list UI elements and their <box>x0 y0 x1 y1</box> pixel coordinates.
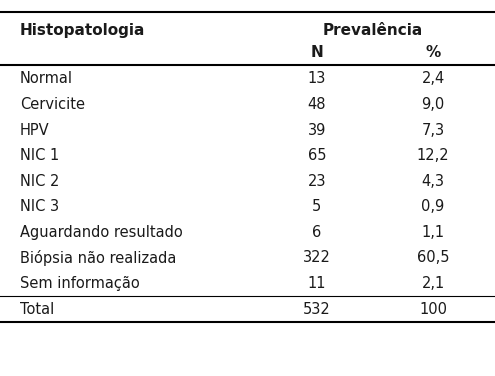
Text: %: % <box>426 45 441 60</box>
Text: 12,2: 12,2 <box>417 148 449 163</box>
Text: NIC 3: NIC 3 <box>20 199 59 214</box>
Text: 1,1: 1,1 <box>422 225 445 240</box>
Text: 7,3: 7,3 <box>422 123 445 138</box>
Text: 5: 5 <box>312 199 321 214</box>
Text: 23: 23 <box>307 174 326 189</box>
Text: 0,9: 0,9 <box>422 199 445 214</box>
Text: Normal: Normal <box>20 71 73 86</box>
Text: NIC 2: NIC 2 <box>20 174 59 189</box>
Text: 6: 6 <box>312 225 321 240</box>
Text: 2,1: 2,1 <box>422 276 445 291</box>
Text: Cervicite: Cervicite <box>20 97 85 112</box>
Text: 4,3: 4,3 <box>422 174 445 189</box>
Text: Histopatologia: Histopatologia <box>20 23 145 38</box>
Text: 100: 100 <box>419 302 447 317</box>
Text: 48: 48 <box>307 97 326 112</box>
Text: Sem informação: Sem informação <box>20 276 140 291</box>
Text: 2,4: 2,4 <box>422 71 445 86</box>
Text: N: N <box>310 45 323 60</box>
Text: 39: 39 <box>307 123 326 138</box>
Text: Prevalência: Prevalência <box>322 23 423 38</box>
Text: 60,5: 60,5 <box>417 250 449 265</box>
Text: Aguardando resultado: Aguardando resultado <box>20 225 183 240</box>
Text: NIC 1: NIC 1 <box>20 148 59 163</box>
Text: 13: 13 <box>307 71 326 86</box>
Text: Total: Total <box>20 302 54 317</box>
Text: HPV: HPV <box>20 123 50 138</box>
Text: 11: 11 <box>307 276 326 291</box>
Text: Biópsia não realizada: Biópsia não realizada <box>20 250 176 266</box>
Text: 322: 322 <box>303 250 331 265</box>
Text: 65: 65 <box>307 148 326 163</box>
Text: 532: 532 <box>303 302 331 317</box>
Text: 9,0: 9,0 <box>422 97 445 112</box>
